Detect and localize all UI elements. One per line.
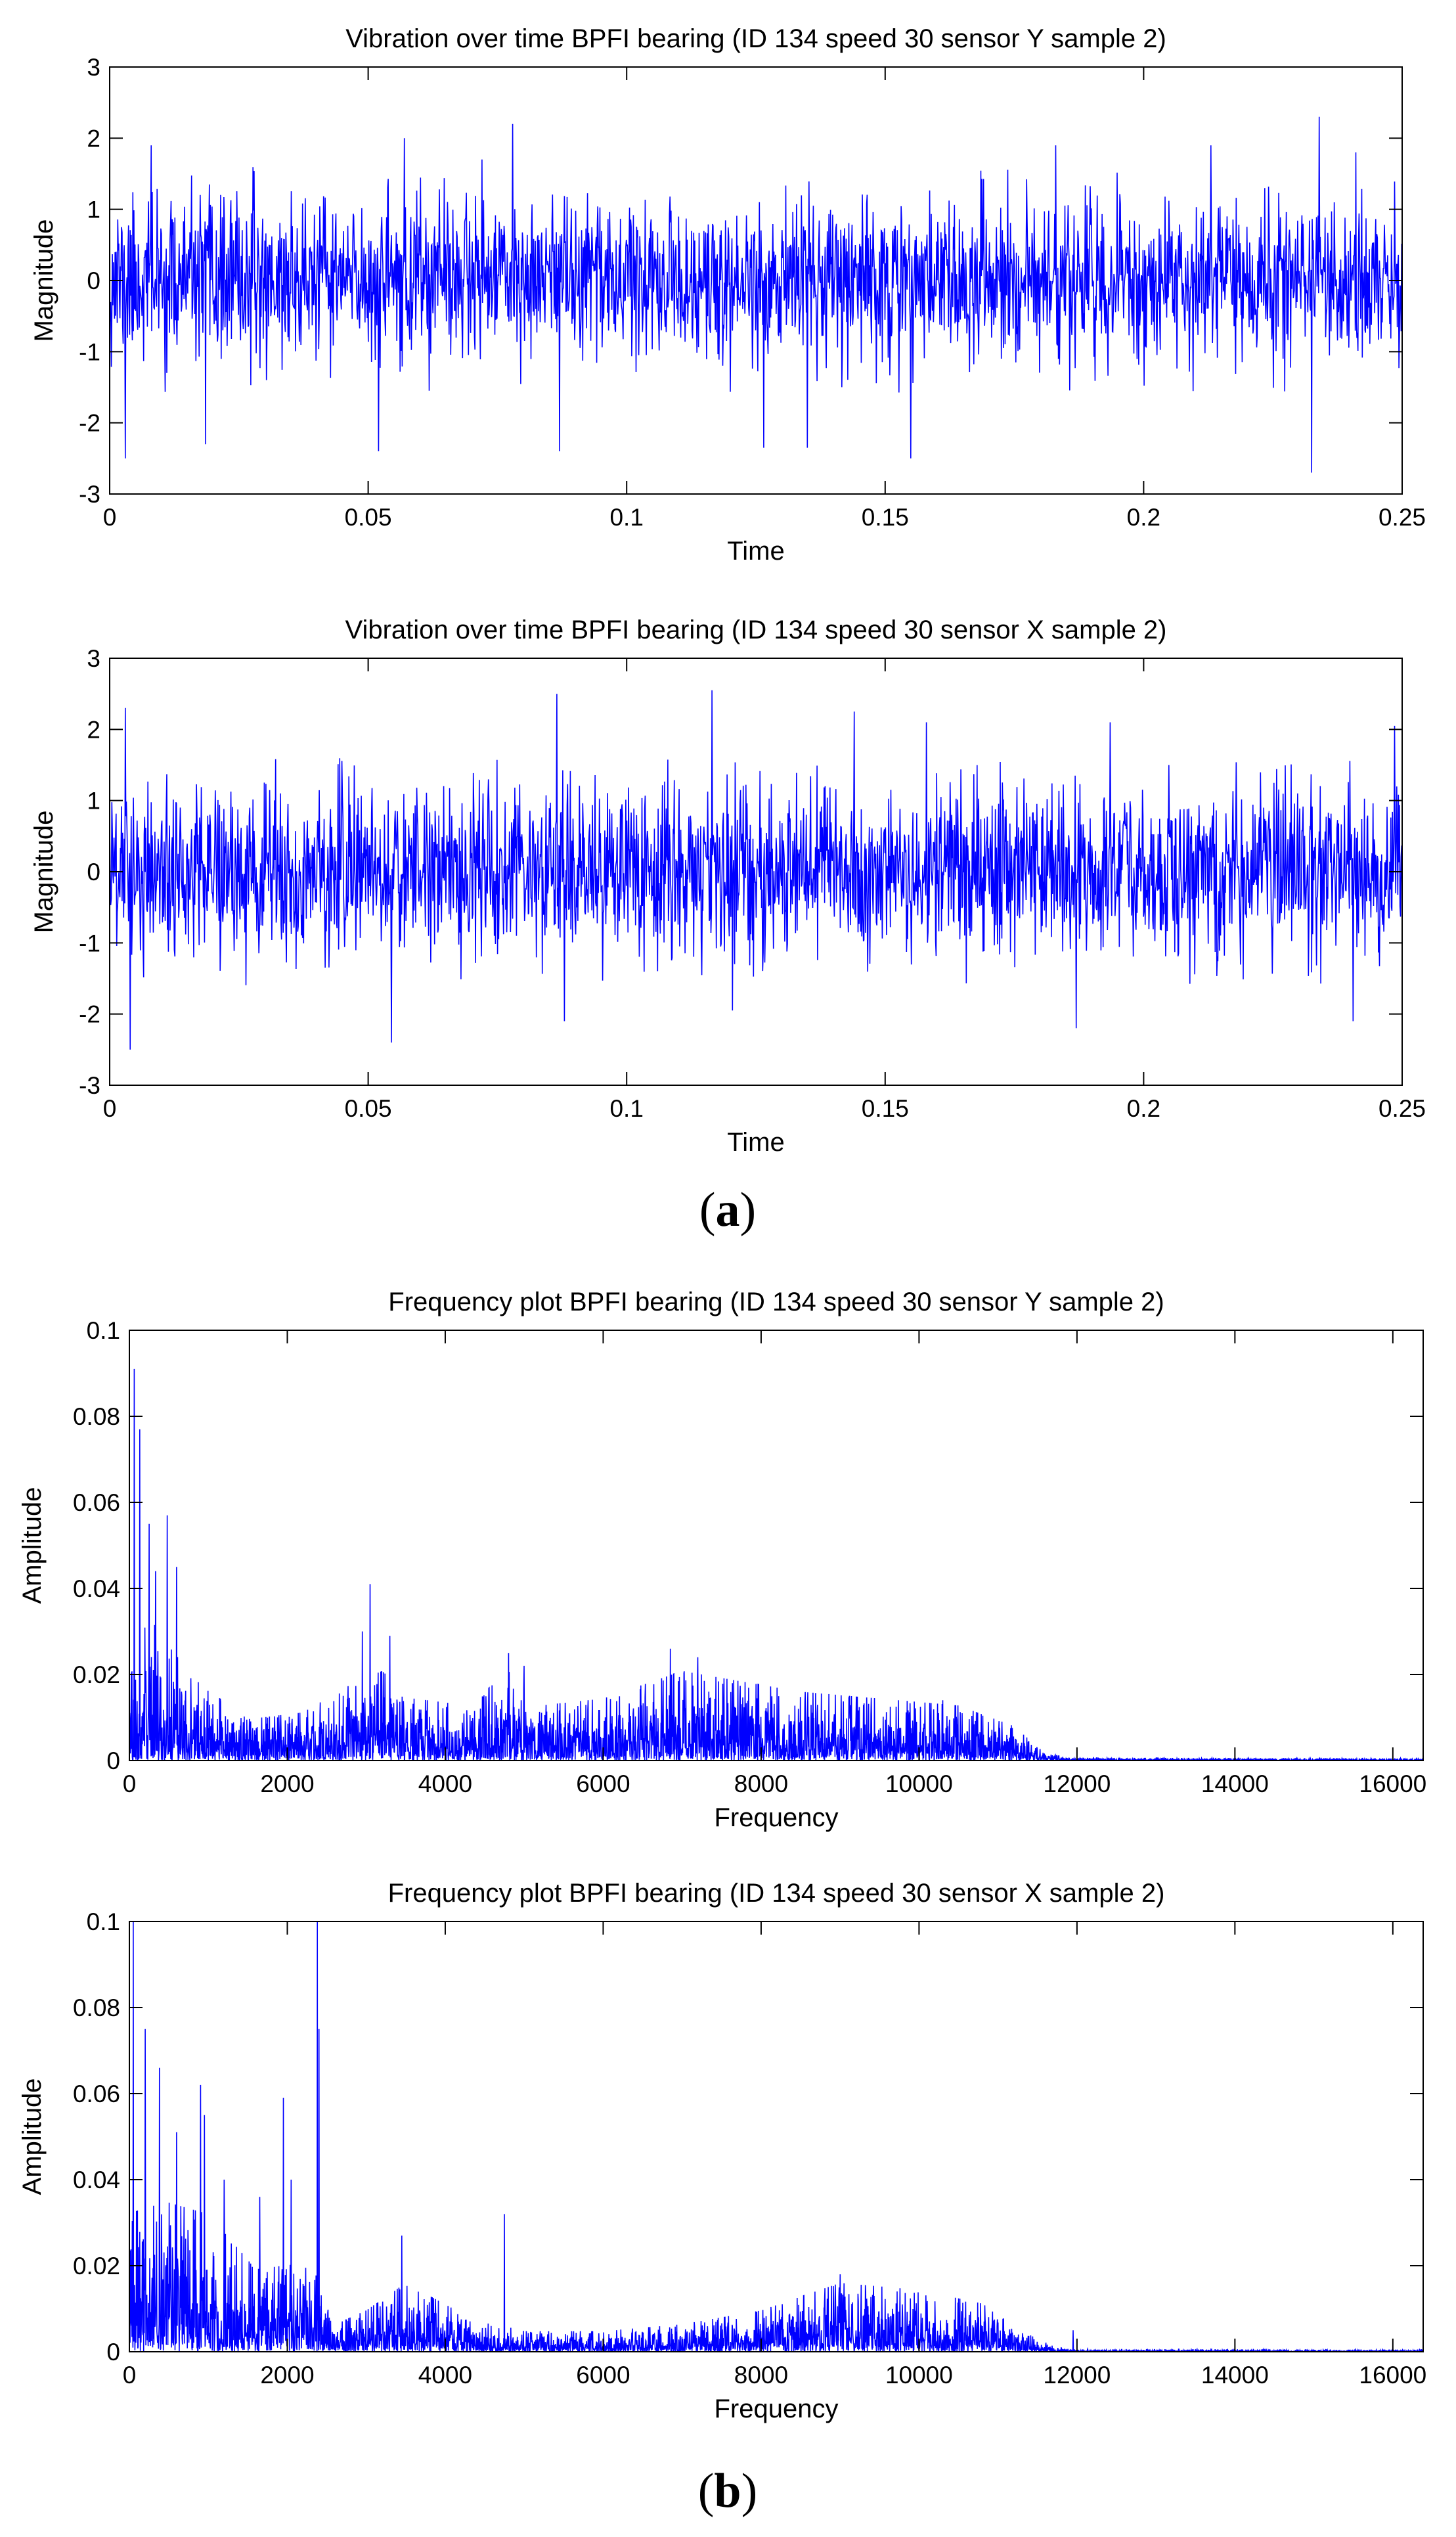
y-tick-label: 0	[106, 2339, 120, 2366]
y-tick-label: -2	[79, 1001, 100, 1028]
x-tick-label: 6000	[576, 2362, 630, 2389]
y-tick-label: 1	[87, 788, 100, 815]
y-tick-label: -2	[79, 410, 100, 437]
x-tick-label: 0.15	[862, 504, 909, 531]
axes-box	[129, 1330, 1424, 1761]
x-tick-label: 8000	[734, 2362, 788, 2389]
x-tick-label: 14000	[1201, 1770, 1269, 1797]
chart-title: Frequency plot BPFI bearing (ID 134 spee…	[388, 1879, 1165, 1908]
series-line-time-y	[110, 116, 1402, 473]
y-axis-label: Magnitude	[30, 219, 58, 342]
x-tick-label: 0.25	[1379, 504, 1426, 531]
y-tick-label: -1	[79, 930, 100, 956]
y-tick-label: 0.08	[73, 1994, 120, 2021]
chart-time-y: 0 0.05 0.1 0.15 0.2 0.25 -3 -2 -1 0 1 2 3 Vibration o…	[30, 24, 1426, 566]
x-tick-label: 0	[103, 1095, 117, 1122]
x-tick-label: 16000	[1359, 2362, 1426, 2389]
y-tick-label: 3	[87, 54, 100, 81]
x-tick-label: 0.05	[345, 1095, 392, 1122]
chart-title: Vibration over time BPFI bearing (ID 134…	[345, 616, 1166, 644]
y-tick-label: 2	[87, 125, 100, 152]
x-axis-label: Frequency	[715, 1803, 839, 1832]
x-tick-label: 0.1	[609, 1095, 643, 1122]
x-axis-label: Frequency	[715, 2394, 839, 2423]
y-tick-label: 2	[87, 716, 100, 743]
y-tick-label: 3	[87, 645, 100, 672]
series-line-time-x	[110, 690, 1402, 1050]
x-tick-label: 12000	[1043, 2362, 1111, 2389]
panel-label-a: (a)	[699, 1183, 757, 1237]
x-tick-label: 10000	[885, 1770, 953, 1797]
x-axis-label: Time	[727, 537, 784, 566]
x-axis-label: Time	[727, 1128, 784, 1157]
x-tick-label: 4000	[418, 1770, 472, 1797]
x-tick-label: 14000	[1201, 2362, 1269, 2389]
y-tick-label: 0.04	[73, 2167, 120, 2193]
y-tick-label: 0.1	[87, 1908, 120, 1935]
y-tick-label: 0.06	[73, 1489, 120, 1516]
chart-freq-x: 0 2000 4000 6000 8000 10000 12000 14000 16000 0 0.…	[18, 1879, 1426, 2423]
x-tick-label: 0.1	[609, 504, 643, 531]
x-tick-label: 0.05	[345, 504, 392, 531]
x-tick-label: 0	[123, 1770, 137, 1797]
y-tick-label: 0.02	[73, 2253, 120, 2279]
chart-freq-y: 0 2000 4000 6000 8000 10000 12000 14000 16000 0 0.…	[18, 1288, 1426, 1832]
y-axis-label: Magnitude	[30, 811, 58, 933]
y-tick-label: 0.02	[73, 1661, 120, 1688]
x-tick-label: 0.15	[862, 1095, 909, 1122]
y-tick-label: 0	[106, 1747, 120, 1774]
chart-time-x: 0 0.05 0.1 0.15 0.2 0.25 -3 -2 -1 0 1 2 3 Vibration o…	[30, 616, 1426, 1157]
y-tick-label: 0.06	[73, 2080, 120, 2107]
x-tick-label: 0.2	[1127, 504, 1160, 531]
y-tick-label: -3	[79, 1072, 100, 1099]
x-tick-label: 2000	[260, 1770, 314, 1797]
x-tick-label: 10000	[885, 2362, 953, 2389]
x-tick-label: 16000	[1359, 1770, 1426, 1797]
y-tick-label: -1	[79, 338, 100, 365]
x-tick-label: 12000	[1043, 1770, 1111, 1797]
y-axis-label: Amplitude	[18, 1487, 47, 1604]
y-tick-label: 0.1	[87, 1317, 120, 1344]
series-line-freq-y	[129, 1368, 1423, 1761]
chart-title: Frequency plot BPFI bearing (ID 134 spee…	[388, 1288, 1164, 1316]
x-tick-label: 4000	[418, 2362, 472, 2389]
x-tick-label: 2000	[260, 2362, 314, 2389]
x-tick-label: 0.25	[1379, 1095, 1426, 1122]
series-line-freq-x	[129, 1921, 1423, 2352]
y-tick-label: 1	[87, 196, 100, 223]
panel-label-b: (b)	[697, 2464, 758, 2518]
x-tick-label: 0	[103, 504, 117, 531]
x-tick-label: 0.2	[1127, 1095, 1160, 1122]
y-tick-label: -3	[79, 481, 100, 508]
y-tick-label: 0.08	[73, 1403, 120, 1430]
chart-title: Vibration over time BPFI bearing (ID 134…	[345, 24, 1166, 53]
y-tick-label: 0	[87, 267, 100, 294]
y-axis-label: Amplitude	[18, 2078, 47, 2195]
axes-box	[129, 1921, 1424, 2352]
y-tick-label: 0	[87, 859, 100, 886]
x-tick-label: 6000	[576, 1770, 630, 1797]
y-tick-label: 0.04	[73, 1575, 120, 1602]
x-tick-label: 8000	[734, 1770, 788, 1797]
x-tick-label: 0	[123, 2362, 137, 2389]
